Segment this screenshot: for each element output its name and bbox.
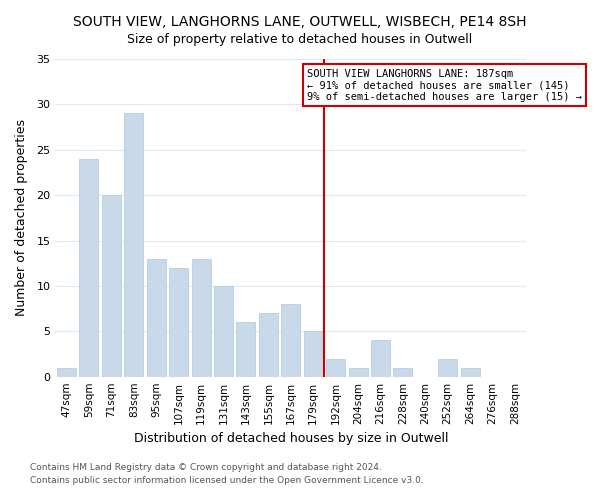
Text: SOUTH VIEW, LANGHORNS LANE, OUTWELL, WISBECH, PE14 8SH: SOUTH VIEW, LANGHORNS LANE, OUTWELL, WIS… <box>73 15 527 29</box>
Bar <box>79 159 98 376</box>
Bar <box>124 114 143 376</box>
Bar <box>326 358 345 376</box>
Bar <box>281 304 301 376</box>
Bar <box>438 358 457 376</box>
Bar <box>259 313 278 376</box>
Bar <box>57 368 76 376</box>
Bar <box>236 322 256 376</box>
Bar <box>169 268 188 376</box>
Bar <box>102 195 121 376</box>
X-axis label: Distribution of detached houses by size in Outwell: Distribution of detached houses by size … <box>134 432 448 445</box>
Bar <box>371 340 390 376</box>
Bar <box>394 368 412 376</box>
Text: SOUTH VIEW LANGHORNS LANE: 187sqm
← 91% of detached houses are smaller (145)
9% : SOUTH VIEW LANGHORNS LANE: 187sqm ← 91% … <box>307 68 582 102</box>
Bar <box>349 368 368 376</box>
Bar <box>461 368 479 376</box>
Y-axis label: Number of detached properties: Number of detached properties <box>15 120 28 316</box>
Bar <box>304 332 323 376</box>
Text: Contains HM Land Registry data © Crown copyright and database right 2024.
Contai: Contains HM Land Registry data © Crown c… <box>30 464 424 485</box>
Text: Size of property relative to detached houses in Outwell: Size of property relative to detached ho… <box>127 32 473 46</box>
Bar <box>214 286 233 376</box>
Bar <box>191 258 211 376</box>
Bar <box>146 258 166 376</box>
